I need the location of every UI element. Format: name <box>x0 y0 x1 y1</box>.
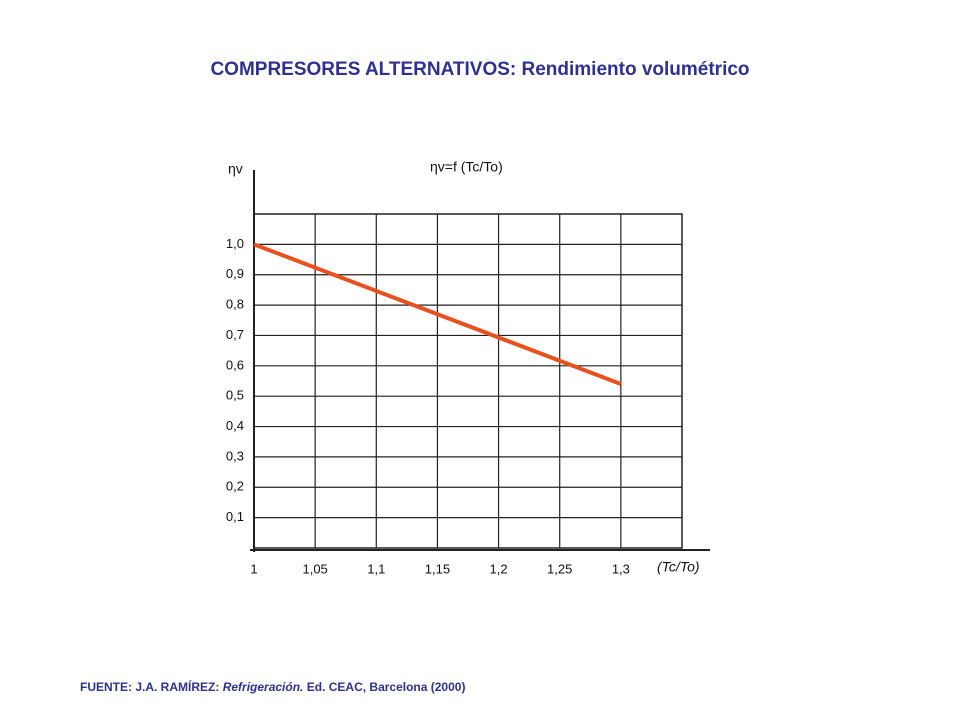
y-axis-label: ηv <box>228 161 243 177</box>
y-tick-label: 0,6 <box>226 357 244 372</box>
chart-subtitle: ηv=f (Tc/To) <box>430 159 503 175</box>
y-tick-label: 0,3 <box>226 448 244 463</box>
y-tick-label: 0,7 <box>226 327 244 342</box>
x-tick-label: 1,1 <box>367 561 385 576</box>
y-tick-label: 0,1 <box>226 509 244 524</box>
source-suffix: Ed. CEAC, Barcelona (2000) <box>307 680 466 694</box>
y-tick-label: 0,8 <box>226 297 244 312</box>
y-tick-label: 0,4 <box>226 418 244 433</box>
source-work: Refrigeración. <box>223 680 304 694</box>
y-tick-label: 1,0 <box>226 236 244 251</box>
x-tick-label: 1,3 <box>612 561 630 576</box>
source-prefix: FUENTE: J.A. RAMÍREZ: <box>80 679 219 694</box>
x-axis-label: (Tc/To) <box>657 559 700 575</box>
y-tick-label: 0,5 <box>226 388 244 403</box>
data-line <box>253 242 622 386</box>
y-tick-label: 0,9 <box>226 266 244 281</box>
y-tick-label: 0,2 <box>226 479 244 494</box>
x-tick-label: 1 <box>250 561 257 576</box>
x-tick-label: 1,2 <box>490 561 508 576</box>
x-tick-label: 1,05 <box>302 561 327 576</box>
source: FUENTE: J.A. RAMÍREZ: Refrigeración. Ed.… <box>80 679 465 694</box>
slide-title: COMPRESORES ALTERNATIVOS: Rendimiento vo… <box>210 59 749 80</box>
x-tick-label: 1,15 <box>425 561 450 576</box>
x-tick-label: 1,25 <box>547 561 572 576</box>
